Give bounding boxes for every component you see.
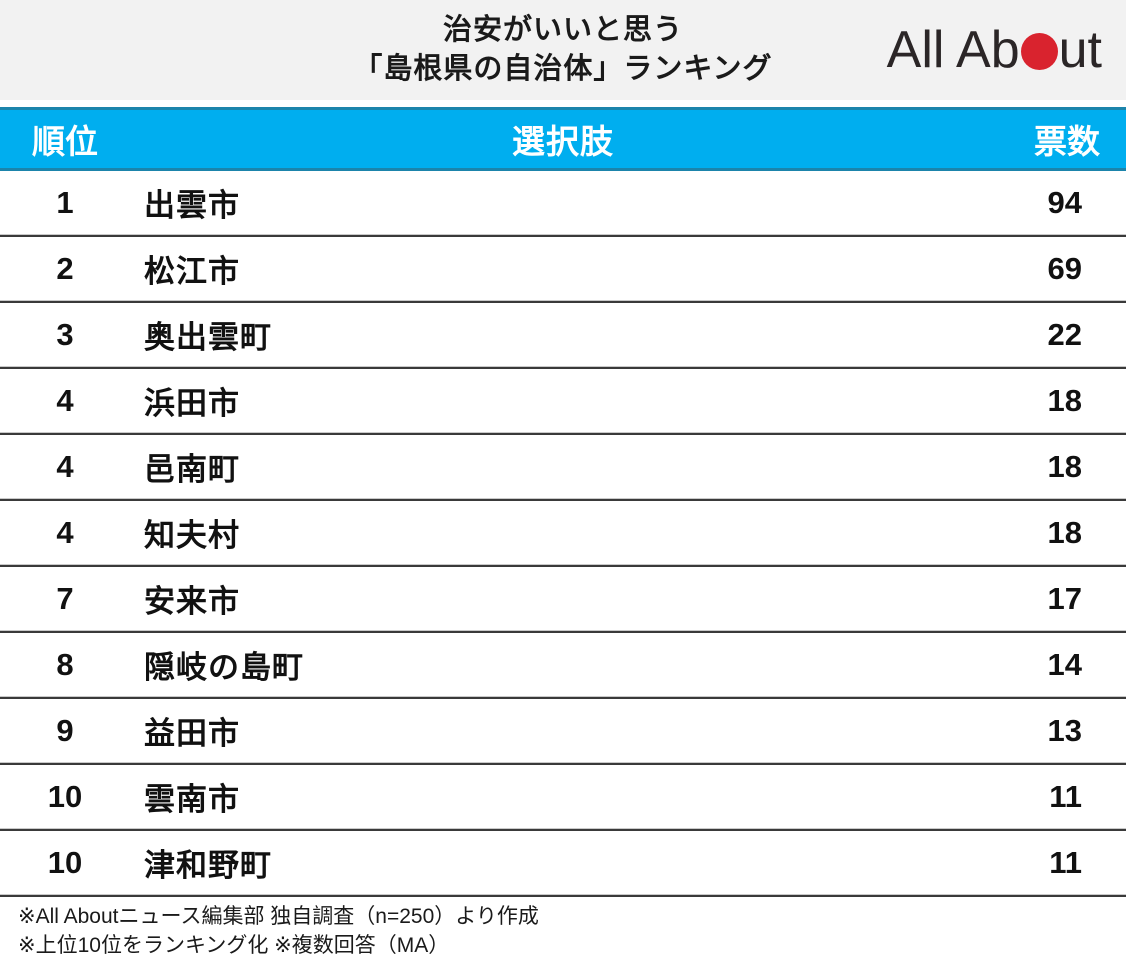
rank-cell: 4: [56, 382, 74, 418]
choice-cell: 雲南市: [144, 782, 240, 817]
column-header-choice: 選択肢: [512, 123, 614, 160]
row-divider: [0, 564, 1126, 567]
rank-cell: 4: [56, 514, 74, 550]
rank-cell: 7: [56, 580, 74, 616]
rank-cell: 4: [56, 448, 74, 484]
masthead: 治安がいいと思う 「島根県の自治体」ランキング All Ab ut: [0, 0, 1126, 100]
votes-cell: 14: [1047, 646, 1082, 682]
table-header-row: 順位 選択肢 票数: [0, 107, 1126, 171]
votes-cell: 11: [1049, 778, 1082, 814]
table-body: 1 出雲市 94 2 松江市 69 3 奥出雲町 22 4 浜田市 18 4 邑南町 18 4 知夫村 18 7 安来…: [0, 171, 1126, 897]
rank-cell: 9: [56, 712, 74, 748]
choice-cell: 松江市: [144, 254, 240, 289]
page-title: 治安がいいと思う 「島根県の自治体」ランキング: [0, 0, 1126, 89]
choice-cell: 益田市: [144, 716, 240, 751]
votes-cell: 69: [1047, 250, 1082, 286]
votes-cell: 17: [1047, 580, 1082, 616]
votes-cell: 22: [1047, 316, 1082, 352]
choice-cell: 奥出雲町: [144, 320, 272, 355]
rank-cell: 10: [47, 844, 83, 880]
footnotes: ※All Aboutニュース編集部 独自調査（n=250）より作成 ※上位10位…: [0, 897, 1126, 960]
table-row: 8 隠岐の島町 14: [0, 633, 1126, 696]
page-title-line1: 治安がいいと思う: [442, 14, 683, 46]
choice-cell: 邑南町: [144, 452, 240, 487]
votes-cell: 13: [1047, 712, 1082, 748]
header-gap: [0, 100, 1126, 107]
row-divider: [0, 762, 1126, 765]
allabout-logo: All Ab ut: [887, 18, 1102, 82]
footnote-source: ※All Aboutニュース編集部 独自調査（n=250）より作成: [18, 905, 539, 928]
choice-cell: 津和野町: [144, 848, 272, 883]
votes-cell: 18: [1047, 382, 1082, 418]
table-row: 4 邑南町 18: [0, 435, 1126, 498]
choice-cell: 隠岐の島町: [144, 650, 304, 685]
rank-cell: 2: [56, 250, 74, 286]
footnote-method: ※上位10位をランキング化 ※複数回答（MA）: [18, 934, 450, 957]
row-divider: [0, 432, 1126, 435]
row-divider: [0, 300, 1126, 303]
row-divider: [0, 828, 1126, 831]
table-row: 2 松江市 69: [0, 237, 1126, 300]
rank-cell: 1: [56, 184, 74, 220]
choice-cell: 安来市: [144, 584, 240, 619]
row-divider: [0, 696, 1126, 699]
table-row: 10 津和野町 11: [0, 831, 1126, 894]
votes-cell: 11: [1049, 844, 1082, 880]
row-divider: [0, 366, 1126, 369]
logo-red-dot-icon: [1020, 33, 1058, 70]
row-divider: [0, 234, 1126, 237]
row-divider: [0, 630, 1126, 633]
rank-cell: 8: [56, 646, 74, 682]
choice-cell: 浜田市: [144, 386, 240, 421]
rank-cell: 10: [47, 778, 83, 814]
logo-text-right: ut: [1058, 21, 1102, 79]
table-row: 4 浜田市 18: [0, 369, 1126, 432]
table-row: 10 雲南市 11: [0, 765, 1126, 828]
choice-cell: 知夫村: [144, 518, 240, 553]
table-row: 1 出雲市 94: [0, 171, 1126, 234]
votes-cell: 18: [1047, 448, 1082, 484]
table-row: 3 奥出雲町 22: [0, 303, 1126, 366]
votes-cell: 94: [1047, 184, 1082, 220]
row-divider: [0, 894, 1126, 897]
votes-cell: 18: [1047, 514, 1082, 550]
table-row: 7 安来市 17: [0, 567, 1126, 630]
choice-cell: 出雲市: [144, 188, 240, 223]
rank-cell: 3: [56, 316, 74, 352]
column-header-votes: 票数: [1034, 123, 1100, 160]
table-row: 9 益田市 13: [0, 699, 1126, 762]
row-divider: [0, 498, 1126, 501]
column-header-rank: 順位: [32, 123, 98, 160]
page-title-line2: 「島根県の自治体」ランキング: [353, 53, 773, 85]
table-row: 4 知夫村 18: [0, 501, 1126, 564]
logo-text-left: All Ab: [886, 21, 1020, 79]
